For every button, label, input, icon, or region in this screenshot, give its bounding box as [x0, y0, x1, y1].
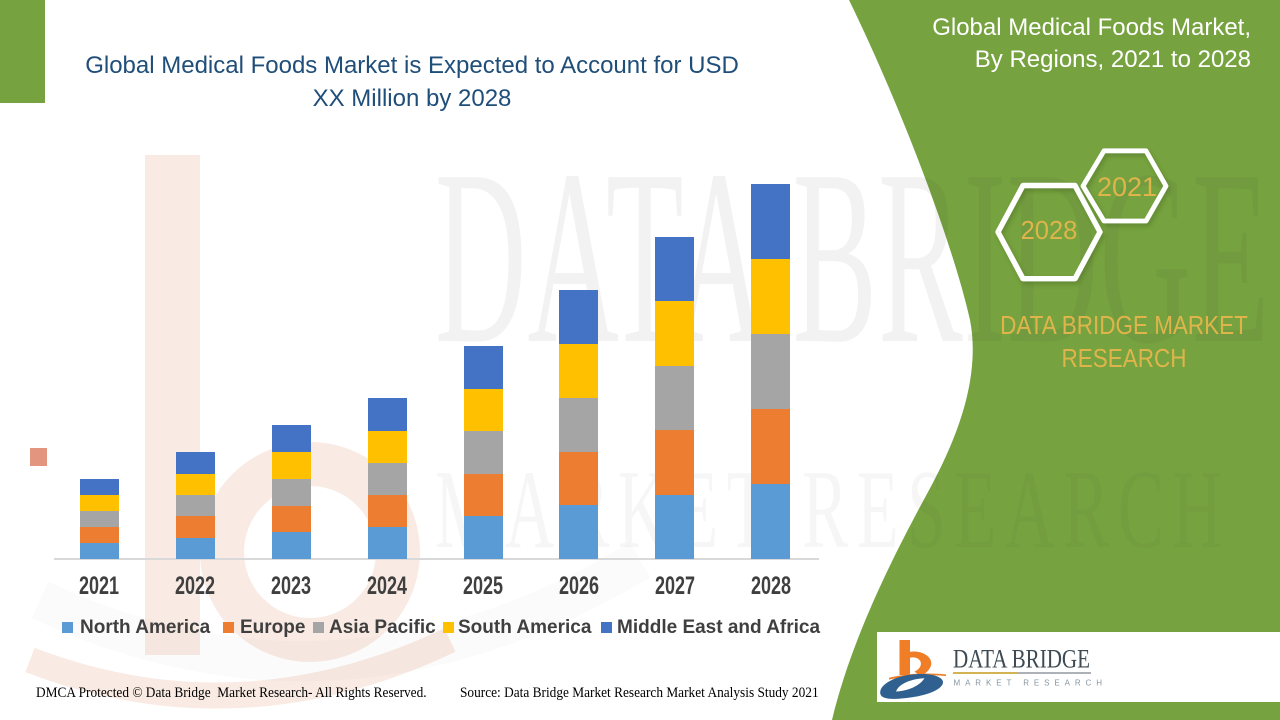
svg-text:MARKET RESEARCH: MARKET RESEARCH	[954, 679, 1107, 688]
svg-text:DATA BRIDGE: DATA BRIDGE	[953, 645, 1090, 674]
